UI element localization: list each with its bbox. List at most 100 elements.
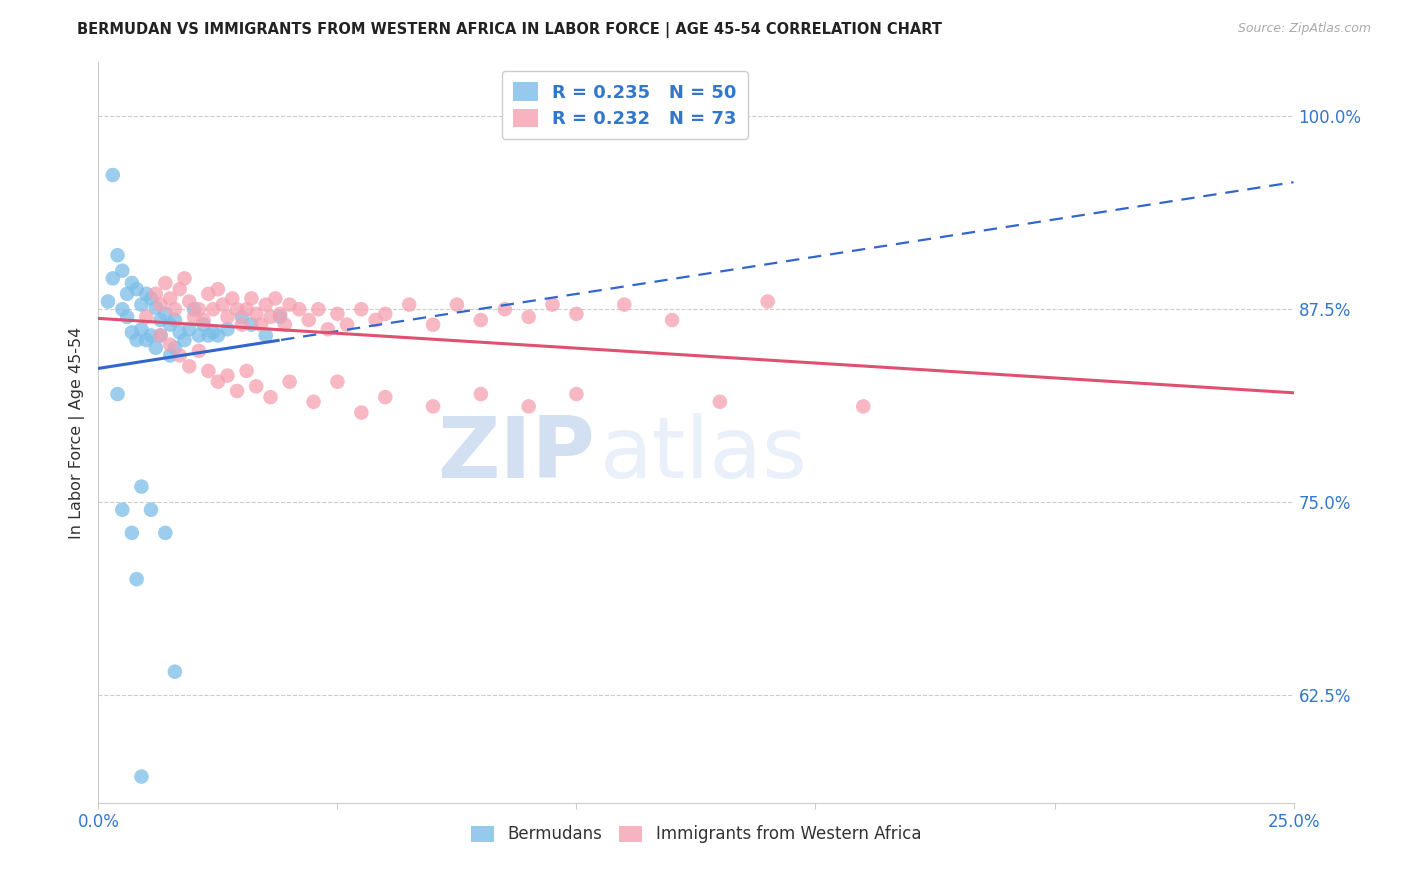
Point xyxy=(852,400,875,414)
Point xyxy=(179,359,201,374)
Point xyxy=(211,297,233,311)
Point xyxy=(135,286,157,301)
Point xyxy=(756,294,779,309)
Point xyxy=(163,665,186,679)
Point xyxy=(169,282,191,296)
Point xyxy=(374,390,396,404)
Point xyxy=(107,387,129,401)
Point xyxy=(231,318,253,332)
Point xyxy=(197,364,219,378)
Point xyxy=(121,525,143,540)
Text: BERMUDAN VS IMMIGRANTS FROM WESTERN AFRICA IN LABOR FORCE | AGE 45-54 CORRELATIO: BERMUDAN VS IMMIGRANTS FROM WESTERN AFRI… xyxy=(77,22,942,38)
Point xyxy=(422,318,444,332)
Point xyxy=(269,307,291,321)
Point xyxy=(125,572,148,586)
Point xyxy=(517,400,540,414)
Point xyxy=(111,263,134,277)
Point xyxy=(254,328,277,343)
Y-axis label: In Labor Force | Age 45-54: In Labor Force | Age 45-54 xyxy=(69,326,86,539)
Point xyxy=(131,322,153,336)
Point xyxy=(326,307,349,321)
Point xyxy=(245,307,267,321)
Point xyxy=(187,302,209,317)
Point xyxy=(217,322,239,336)
Point xyxy=(155,525,177,540)
Point xyxy=(173,333,195,347)
Point xyxy=(207,375,229,389)
Point xyxy=(149,328,172,343)
Point xyxy=(155,307,177,321)
Point xyxy=(278,297,301,311)
Point xyxy=(264,292,287,306)
Point xyxy=(97,294,120,309)
Point xyxy=(422,400,444,414)
Point xyxy=(111,302,134,317)
Point xyxy=(494,302,516,317)
Text: ZIP: ZIP xyxy=(437,413,595,496)
Point xyxy=(316,322,339,336)
Point xyxy=(565,307,588,321)
Point xyxy=(135,310,157,324)
Point xyxy=(115,286,138,301)
Point xyxy=(131,480,153,494)
Point xyxy=(159,337,181,351)
Point xyxy=(259,390,281,404)
Point xyxy=(183,302,205,317)
Point xyxy=(193,313,215,327)
Point xyxy=(163,313,186,327)
Point xyxy=(163,341,186,355)
Point xyxy=(121,276,143,290)
Point xyxy=(139,292,162,306)
Point xyxy=(221,292,243,306)
Point xyxy=(217,310,239,324)
Point xyxy=(107,248,129,262)
Point xyxy=(173,271,195,285)
Point xyxy=(565,387,588,401)
Point xyxy=(307,302,329,317)
Point xyxy=(125,282,148,296)
Text: Source: ZipAtlas.com: Source: ZipAtlas.com xyxy=(1237,22,1371,36)
Point xyxy=(125,333,148,347)
Point xyxy=(259,310,281,324)
Point xyxy=(149,313,172,327)
Point xyxy=(159,318,181,332)
Point xyxy=(231,310,253,324)
Point xyxy=(288,302,311,317)
Point xyxy=(197,328,219,343)
Point xyxy=(163,302,186,317)
Point xyxy=(131,770,153,784)
Point xyxy=(131,297,153,311)
Point xyxy=(350,406,373,420)
Point xyxy=(446,297,468,311)
Point xyxy=(326,375,349,389)
Point xyxy=(250,318,273,332)
Point xyxy=(541,297,564,311)
Point xyxy=(336,318,359,332)
Point xyxy=(179,322,201,336)
Point xyxy=(274,318,297,332)
Point xyxy=(254,297,277,311)
Point xyxy=(135,333,157,347)
Text: atlas: atlas xyxy=(600,413,808,496)
Point xyxy=(226,384,249,398)
Legend: Bermudans, Immigrants from Western Africa: Bermudans, Immigrants from Western Afric… xyxy=(464,819,928,850)
Point xyxy=(101,271,124,285)
Point xyxy=(111,502,134,516)
Point xyxy=(269,310,291,324)
Point xyxy=(207,282,229,296)
Point xyxy=(709,394,731,409)
Point xyxy=(374,307,396,321)
Point xyxy=(155,276,177,290)
Point xyxy=(139,502,162,516)
Point xyxy=(149,297,172,311)
Point xyxy=(187,328,209,343)
Point xyxy=(202,326,225,340)
Point xyxy=(470,387,492,401)
Point xyxy=(159,292,181,306)
Point xyxy=(169,326,191,340)
Point xyxy=(217,368,239,383)
Point xyxy=(517,310,540,324)
Point xyxy=(470,313,492,327)
Point xyxy=(139,328,162,343)
Point xyxy=(398,297,420,311)
